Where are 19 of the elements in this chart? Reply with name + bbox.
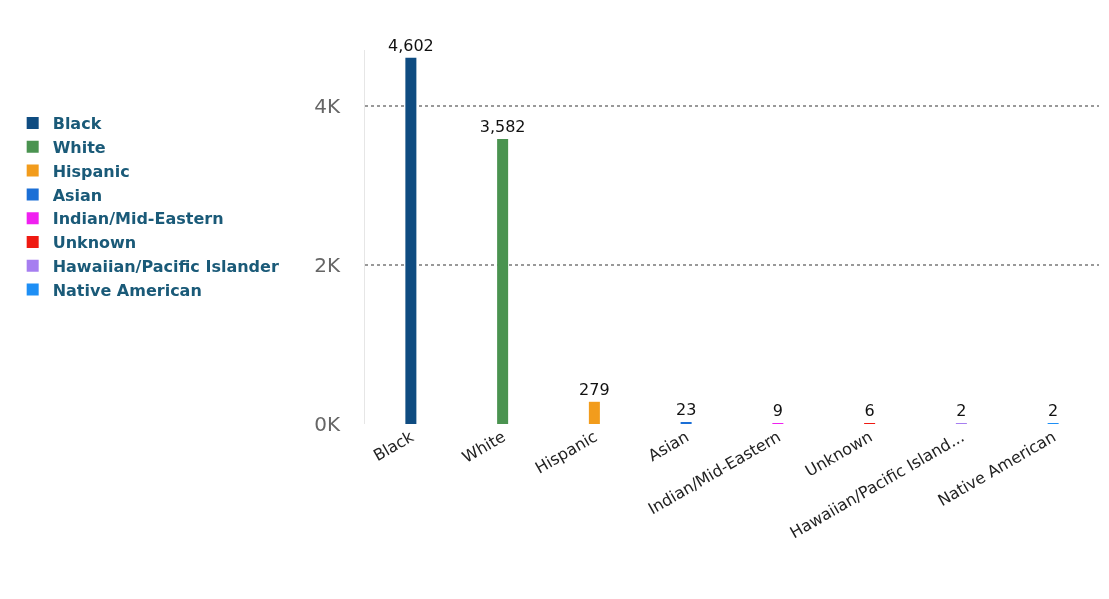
data-label: 23 — [675, 400, 697, 419]
data-label: 279 — [579, 379, 610, 399]
legend-label: Hispanic — [52, 161, 130, 181]
legend-label: White — [52, 138, 106, 158]
legend-label: Unknown — [52, 233, 137, 253]
data-label: 6 — [864, 401, 875, 420]
legend-label: Asian — [52, 185, 103, 205]
y-tick-label: 4K — [314, 93, 341, 118]
data-label: 3,582 — [479, 116, 526, 136]
legend-label: Indian/Mid-Eastern — [52, 209, 224, 229]
data-label: 2 — [956, 401, 967, 420]
data-label: 9 — [772, 401, 783, 420]
legend-label: Black — [52, 114, 102, 134]
data-label: 4,602 — [387, 35, 434, 55]
data-label: 2 — [1048, 401, 1059, 420]
y-tick-label: 2K — [314, 252, 341, 277]
legend-label: Hawaiian/Pacific Islander — [52, 257, 279, 277]
legend-label: Native American — [52, 280, 202, 300]
y-tick-label: 0K — [314, 412, 341, 436]
